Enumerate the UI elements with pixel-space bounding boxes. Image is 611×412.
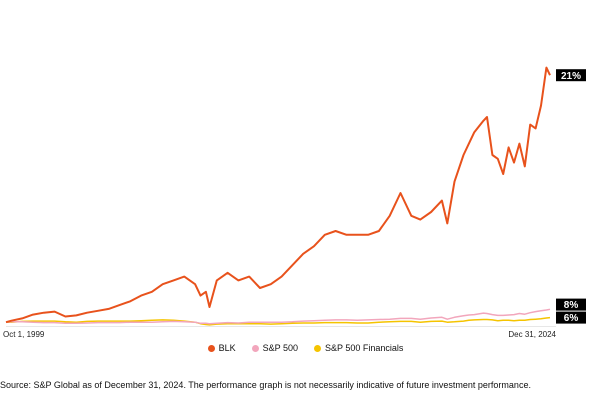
legend-dot-icon (314, 344, 321, 352)
end-label-box (556, 69, 586, 82)
legend-dot-icon (207, 344, 215, 352)
end-label-box (556, 311, 586, 324)
series-line-s-p-500-financials (6, 316, 551, 326)
end-label-blk: 21% (556, 69, 586, 82)
end-labels: 21% 8% 6% (556, 69, 586, 324)
legend-label: S&P 500 (262, 343, 298, 353)
x-tick-start: Oct 1, 1999 (3, 330, 45, 339)
end-label-box (556, 298, 586, 311)
legend-item-sp500-financials: S&P 500 Financials (314, 343, 403, 353)
x-tick-end: Dec 31, 2024 (508, 330, 556, 339)
legend-dot-icon (251, 344, 259, 352)
end-label-value: 21% (561, 71, 581, 82)
source-footnote: Source: S&P Global as of December 31, 20… (0, 380, 531, 390)
legend-item-blk: BLK (207, 343, 236, 353)
end-label-s-p-500: 8% (556, 298, 586, 311)
series-line-blk (5, 66, 551, 324)
series-layer (5, 66, 551, 326)
end-label-value: 8% (564, 300, 579, 311)
legend-label: S&P 500 Financials (325, 343, 404, 353)
end-label-value: 6% (564, 313, 579, 324)
legend-label: BLK (218, 343, 236, 353)
legend-item-sp500: S&P 500 (251, 343, 298, 353)
series-line-s-p-500 (5, 308, 551, 325)
end-label-s-p-500-financials: 6% (556, 311, 586, 324)
legend: BLK S&P 500 S&P 500 Financials (0, 343, 611, 353)
chart-area: Oct 1, 1999 Dec 31, 2024 21% 8% 6% (3, 66, 586, 339)
